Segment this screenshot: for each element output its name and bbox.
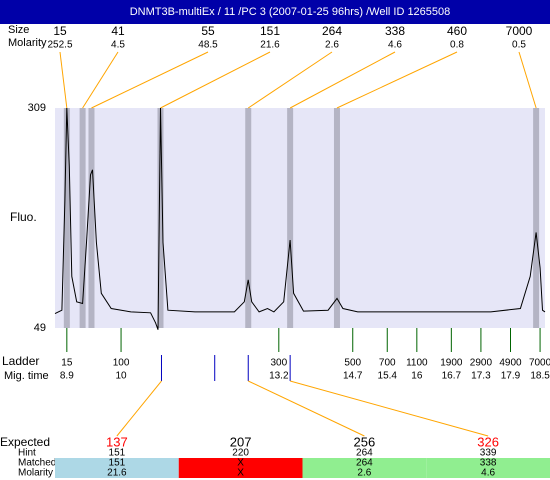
- hint-value: 264: [356, 448, 373, 459]
- peak-connector: [91, 51, 209, 109]
- ladder-size: 700: [379, 358, 396, 369]
- table-row-label: Molarity: [18, 468, 53, 479]
- match-cell: [55, 458, 179, 478]
- expected-connector: [248, 380, 365, 437]
- expected-connector: [290, 380, 489, 437]
- molarity-value: X: [237, 468, 244, 479]
- ladder-time: 18.5: [530, 371, 550, 382]
- peak-connector: [82, 51, 119, 109]
- expected-connector: [116, 380, 162, 437]
- hint-value: 220: [232, 448, 249, 459]
- peak-connector: [518, 51, 537, 109]
- peak-band: [287, 108, 294, 328]
- plot-area: [55, 108, 545, 328]
- peak-molarity: 48.5: [198, 40, 218, 51]
- y-tick-label: 49: [34, 322, 46, 334]
- expected-value: 137: [106, 434, 128, 449]
- ladder-time: 15.4: [378, 371, 398, 382]
- size-label: Size: [8, 24, 29, 36]
- ladder-size: 2900: [470, 358, 493, 369]
- peak-molarity: 4.6: [388, 40, 402, 51]
- peak-band: [88, 108, 95, 328]
- ladder-size: 100: [113, 358, 130, 369]
- ladder-time: 10: [115, 371, 127, 382]
- ladder-size: 300: [270, 358, 287, 369]
- peak-band: [245, 108, 252, 328]
- ladder-label: Ladder: [2, 354, 39, 368]
- matched-value: 151: [109, 458, 126, 469]
- peak-size: 151: [260, 24, 280, 38]
- peak-molarity: 4.5: [111, 40, 125, 51]
- peak-band: [157, 108, 164, 328]
- y-tick-label: 309: [28, 102, 46, 114]
- matched-value: X: [237, 458, 244, 469]
- molarity-value: 4.6: [481, 468, 495, 479]
- ladder-time: 16: [411, 371, 423, 382]
- peak-connector: [247, 51, 333, 109]
- ladder-time: 13.2: [269, 371, 289, 382]
- expected-connector: [215, 381, 241, 436]
- peak-molarity: 252.5: [47, 40, 72, 51]
- match-cell: [178, 458, 303, 478]
- trace-line: [54, 107, 546, 330]
- match-cell: [302, 458, 427, 478]
- ladder-time: 16.7: [442, 371, 462, 382]
- expected-value: 256: [354, 434, 376, 449]
- ladder-size: 1900: [440, 358, 463, 369]
- peak-band: [333, 108, 340, 328]
- matched-value: 338: [480, 458, 497, 469]
- peak-molarity: 21.6: [260, 40, 280, 51]
- molarity-label: Molarity: [8, 37, 47, 49]
- title-bar: [0, 0, 550, 24]
- expected-value: 207: [230, 434, 252, 449]
- peak-size: 264: [322, 24, 342, 38]
- hint-value: 339: [480, 448, 497, 459]
- ladder-size: 4900: [499, 358, 522, 369]
- peak-band: [63, 108, 70, 328]
- ladder-time: 8.9: [60, 371, 74, 382]
- peak-molarity: 0.5: [512, 40, 526, 51]
- peak-size: 338: [385, 24, 405, 38]
- ladder-time: 17.3: [471, 371, 491, 382]
- peak-connector: [160, 51, 271, 109]
- peak-size: 41: [111, 24, 125, 38]
- table-row-label: Hint: [18, 448, 36, 459]
- table-row-label: Expected: [0, 435, 50, 449]
- molarity-value: 2.6: [357, 468, 371, 479]
- chart-title: DNMT3B-multiEx / 11 /PC 3 (2007-01-25 96…: [130, 6, 451, 18]
- peak-size: 15: [53, 24, 67, 38]
- ladder-size: 500: [344, 358, 361, 369]
- ladder-time: 14.7: [343, 371, 363, 382]
- ladder-size: 1100: [406, 358, 428, 369]
- table-row-label: Matched: [18, 458, 56, 469]
- peak-connector: [336, 51, 458, 109]
- matched-value: 264: [356, 458, 373, 469]
- ladder-time: 17.9: [501, 371, 521, 382]
- peak-connector: [59, 51, 68, 109]
- time-label: Mig. time: [4, 370, 49, 382]
- expected-value: 326: [477, 434, 499, 449]
- y-axis-label: Fluo.: [10, 210, 37, 224]
- peak-band: [533, 108, 540, 328]
- peak-size: 55: [201, 24, 215, 38]
- peak-connector: [289, 51, 396, 109]
- peak-size: 460: [447, 24, 467, 38]
- match-cell: [426, 458, 550, 478]
- peak-size: 7000: [506, 24, 533, 38]
- peak-molarity: 0.8: [450, 40, 464, 51]
- peak-molarity: 2.6: [325, 40, 339, 51]
- hint-value: 151: [109, 448, 126, 459]
- ladder-size: 7000: [529, 358, 550, 369]
- peak-band: [79, 108, 86, 328]
- molarity-value: 21.6: [107, 468, 127, 479]
- ladder-size: 15: [61, 358, 73, 369]
